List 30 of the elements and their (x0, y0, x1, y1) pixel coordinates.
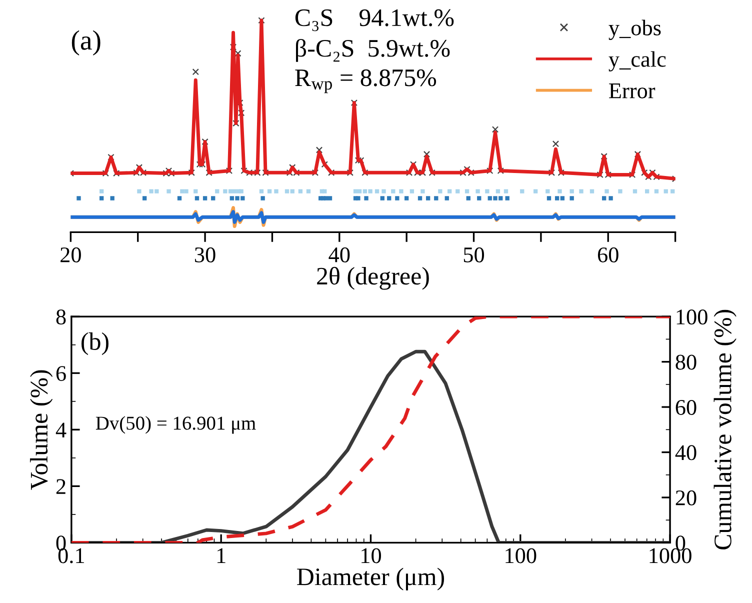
x-tick-label: 20 (60, 247, 81, 262)
y2-tick-label: 20 (676, 490, 696, 506)
y-tick-label: 6 (56, 366, 66, 382)
y2-tick-label: 80 (676, 354, 696, 370)
legend-label: Error (609, 84, 656, 98)
annotation: β-C₂S 5.9wt.% (296, 38, 450, 62)
x-tick-label: 40 (328, 247, 350, 262)
annotation: Dv(50) = 16.901 μm (96, 416, 256, 434)
annotation: (b) (82, 332, 108, 356)
legend-label: y_calc (608, 51, 666, 72)
annotation: R$_{wp}$ = 8.875% (295, 69, 436, 94)
y2-axis-title: Cumulative volume (%) (714, 310, 736, 550)
x-tick-label: 60 (598, 247, 618, 262)
x-axis-title: Diameter (μm) (297, 568, 444, 590)
annotation: (a) (72, 30, 100, 56)
x-tick-label: 100 (506, 548, 536, 564)
x-tick-label: 10 (362, 548, 381, 564)
y-tick-label: 4 (56, 422, 66, 438)
legend-label: y_obs (608, 20, 661, 40)
y2-tick-label: 40 (675, 445, 696, 460)
x-tick-label: 1 (217, 548, 226, 563)
y2-tick-label: 60 (676, 400, 696, 415)
x-tick-label: 30 (194, 247, 216, 262)
y-tick-label: 2 (56, 479, 66, 494)
x-axis-title: 2θ (degree) (317, 266, 429, 290)
y-tick-label: 8 (56, 310, 66, 325)
annotation: C₃S 94.1wt.% (295, 9, 454, 32)
x-tick-label: 50 (464, 247, 484, 262)
y2-tick-label: 100 (676, 310, 708, 325)
y-axis-title: Volume (%) (30, 370, 53, 490)
